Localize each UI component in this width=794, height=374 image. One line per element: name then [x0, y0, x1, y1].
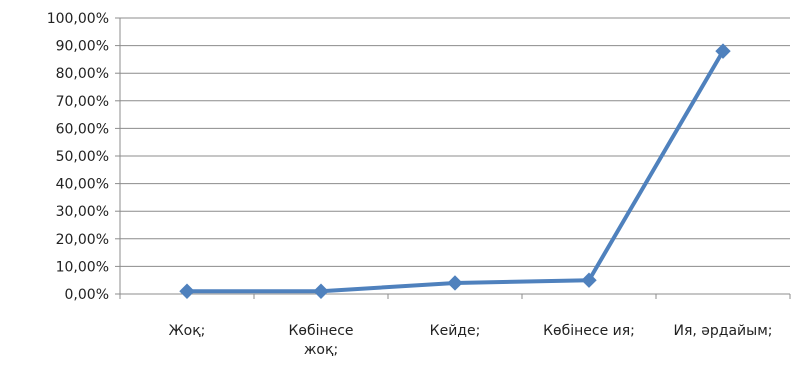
y-axis-tick-labels: 0,00% 10,00% 20,00% 30,00% 40,00% 50,00% 60,00… — [47, 11, 109, 303]
x-category-label: Жоқ; — [169, 323, 206, 339]
x-category-label-line: Ия, әрдайым; — [674, 323, 773, 339]
data-series — [179, 43, 731, 299]
x-category-label-line: Көбінесе — [288, 323, 353, 339]
y-tick-label: 0,00% — [65, 287, 109, 303]
data-point-marker — [179, 283, 195, 299]
x-category-label: Көбінесе ия; — [543, 323, 635, 339]
gridlines — [120, 17, 790, 267]
data-point-marker — [715, 43, 731, 59]
y-tick-label: 100,00% — [47, 11, 109, 27]
y-tick-label: 30,00% — [56, 204, 109, 220]
x-category-label-line: Көбінесе ия; — [543, 323, 635, 339]
x-category-label: Кейде; — [430, 323, 481, 339]
y-tick-label: 40,00% — [56, 177, 109, 193]
x-axis-category-labels: Жоқ; Көбінесе жоқ; Кейде; Көбінесе ия; Ия, әр… — [169, 323, 773, 358]
axes — [115, 17, 791, 299]
y-tick-label: 10,00% — [56, 259, 109, 275]
y-tick-label: 60,00% — [56, 121, 109, 137]
y-tick-label: 70,00% — [56, 94, 109, 110]
x-category-label-line: Жоқ; — [169, 323, 206, 339]
x-category-label-line: Кейде; — [430, 323, 481, 339]
y-tick-label: 20,00% — [56, 232, 109, 248]
data-point-marker — [581, 272, 597, 288]
x-category-label: Көбінесе жоқ; — [288, 323, 353, 358]
x-category-label: Ия, әрдайым; — [674, 323, 773, 339]
y-tick-label: 80,00% — [56, 66, 109, 82]
y-tick-label: 90,00% — [56, 39, 109, 55]
data-point-marker — [313, 283, 329, 299]
data-point-marker — [447, 275, 463, 291]
series-line — [185, 49, 725, 294]
x-category-label-line: жоқ; — [304, 342, 338, 358]
y-tick-label: 50,00% — [56, 149, 109, 165]
